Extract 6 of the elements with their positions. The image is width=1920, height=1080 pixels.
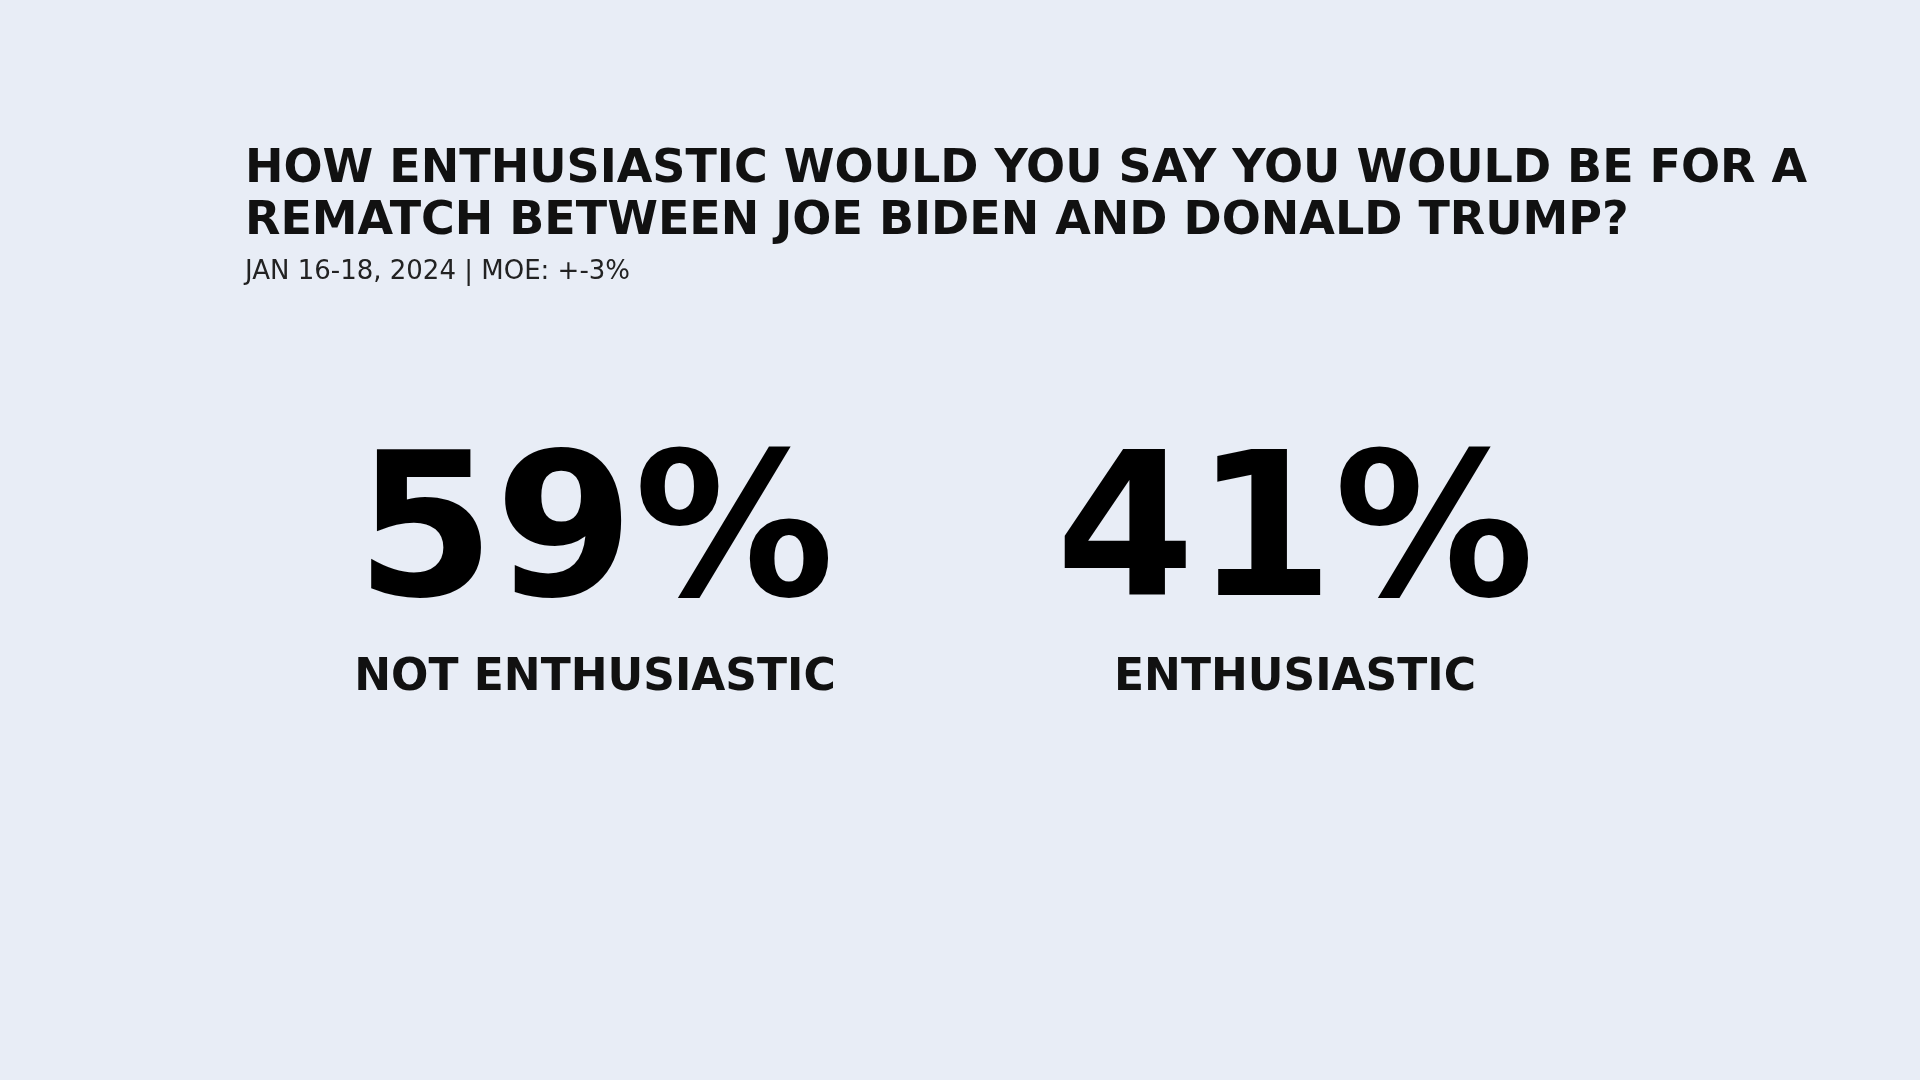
- data-label: 59%: [355, 409, 835, 642]
- text: JAN 16-18, 2024 | MOE: +-3%: [243, 255, 631, 286]
- text: HOW ENTHUSIASTIC WOULD YOU SAY YOU WOULD BE FOR A REMATCH BETWEEN JOE BIDEN AND DONALD TRUMP?: [245, 139, 1808, 245]
- category-label: ENTHUSIASTIC: [1114, 649, 1476, 700]
- data-label: 41%: [1055, 409, 1535, 642]
- category-label: NOT ENTHUSIASTIC: [354, 649, 836, 700]
